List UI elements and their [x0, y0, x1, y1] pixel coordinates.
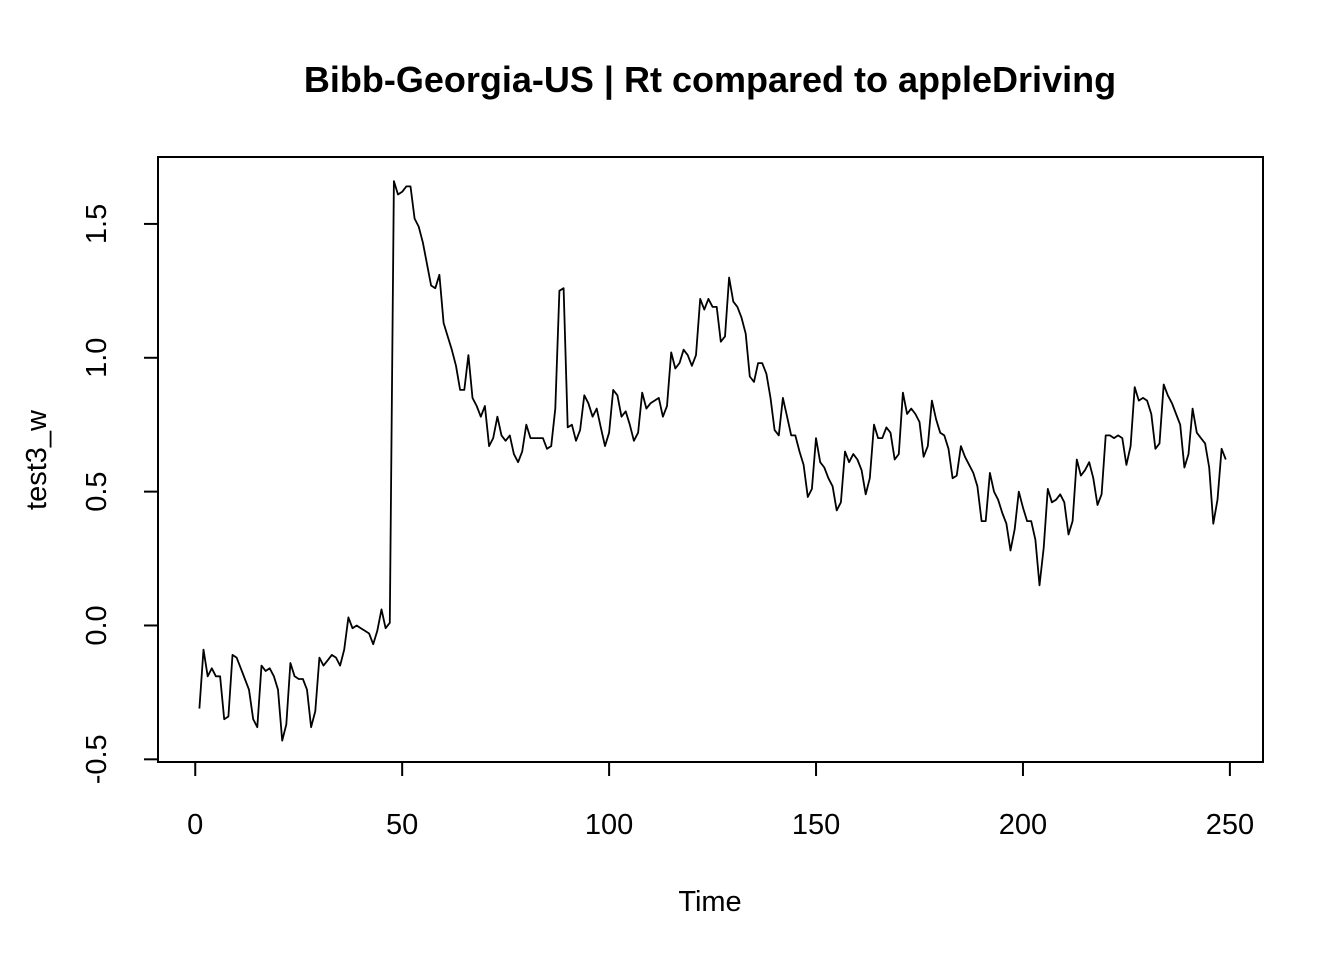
x-tick-label: 50 — [386, 809, 418, 841]
y-tick-label: -0.5 — [81, 734, 113, 784]
y-tick-label: 1.5 — [81, 204, 113, 244]
x-tick-label: 0 — [187, 809, 203, 841]
y-tick-label: 1.0 — [81, 338, 113, 378]
x-tick-label: 100 — [585, 809, 633, 841]
x-axis-label: Time — [678, 886, 741, 918]
x-tick-label: 150 — [792, 809, 840, 841]
y-axis: -0.5 0.0 0.5 1.0 1.5 — [81, 204, 159, 784]
y-tick-label: 0.5 — [81, 471, 113, 511]
chart-title: Bibb-Georgia-US | Rt compared to appleDr… — [304, 59, 1116, 101]
plot-area — [198, 180, 1227, 742]
plot-frame — [157, 156, 1264, 763]
y-axis-label: test3_w — [21, 409, 53, 510]
y-tick-label: 0.0 — [81, 605, 113, 645]
x-tick-label: 250 — [1206, 809, 1254, 841]
x-tick-label: 200 — [999, 809, 1047, 841]
x-axis: 0 50 100 150 200 250 — [187, 761, 1254, 841]
series-line — [198, 180, 1227, 742]
